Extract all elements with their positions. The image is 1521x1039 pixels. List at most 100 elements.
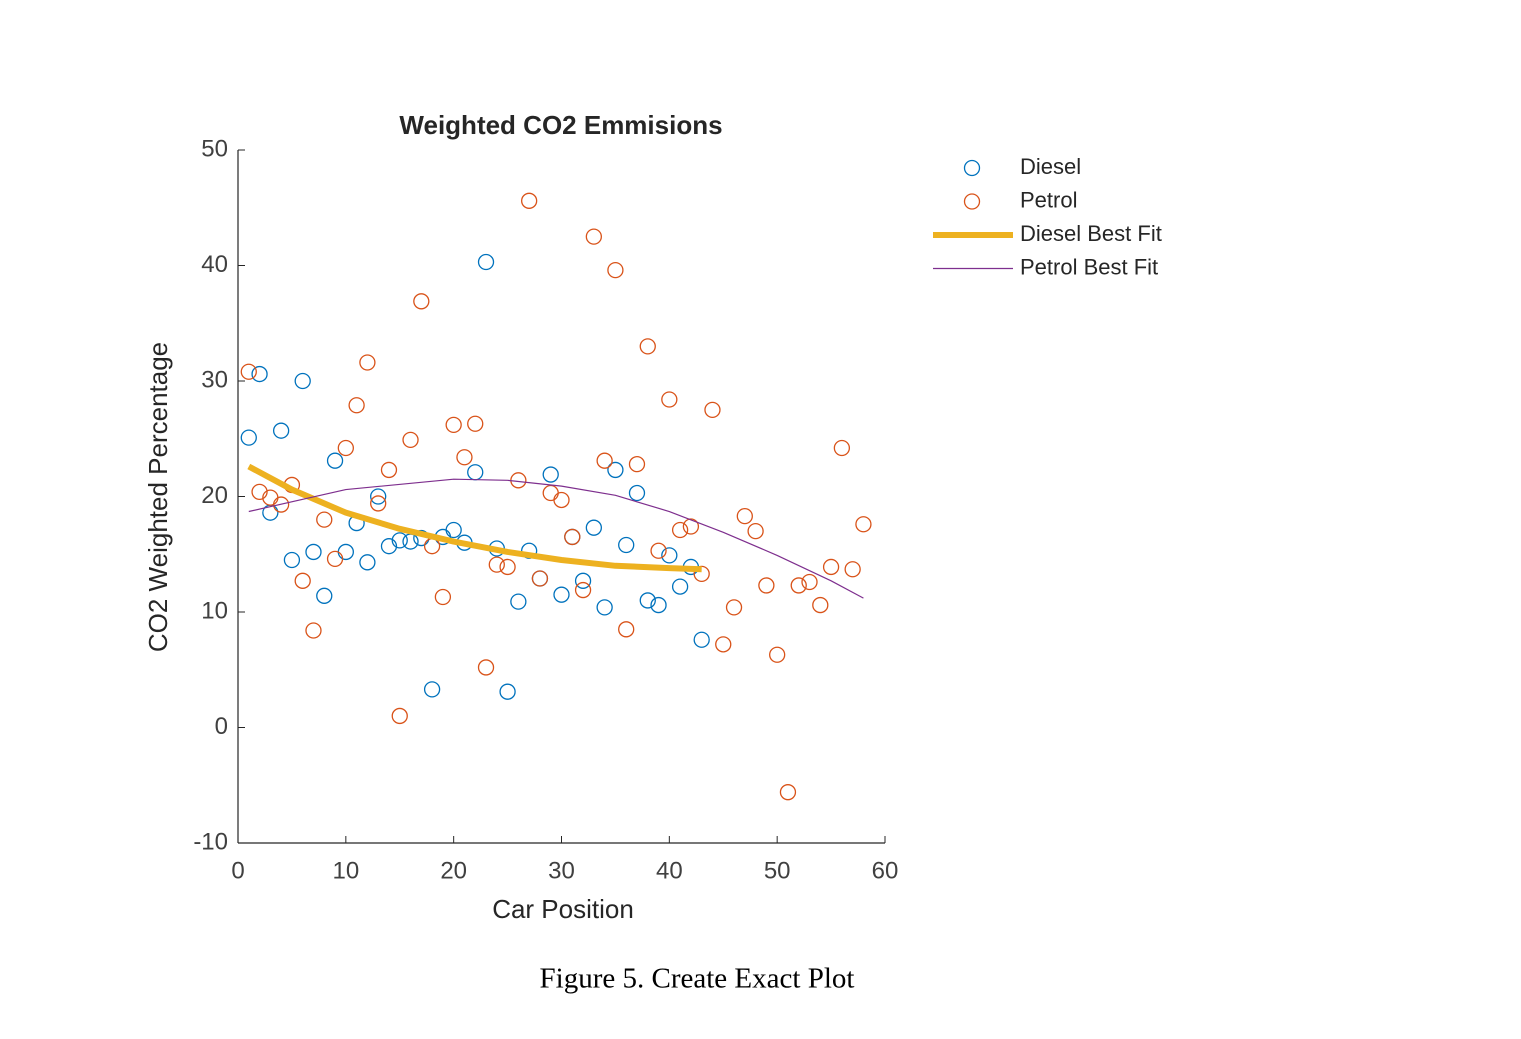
legend-label: Petrol xyxy=(1020,187,1077,212)
point xyxy=(585,228,602,245)
point xyxy=(499,558,516,576)
point xyxy=(326,452,344,469)
point xyxy=(553,491,570,509)
y-axis-label: CO2 Weighted Percentage xyxy=(143,342,173,652)
legend-marker xyxy=(963,193,981,210)
x-axis-label: Car Position xyxy=(492,894,634,924)
point xyxy=(790,577,807,594)
point xyxy=(359,354,376,371)
point xyxy=(574,572,592,589)
point xyxy=(747,523,764,540)
x-tick-label: 60 xyxy=(872,857,899,884)
point xyxy=(736,507,753,525)
caption: Figure 5. Create Exact Plot xyxy=(540,963,855,995)
point xyxy=(639,338,656,355)
point xyxy=(607,261,624,279)
x-tick-label: 50 xyxy=(764,857,791,884)
y-tick-label: 10 xyxy=(201,597,228,624)
x-tick-label: 20 xyxy=(440,857,467,884)
point xyxy=(337,439,354,457)
point xyxy=(283,551,301,569)
point xyxy=(812,596,829,614)
point xyxy=(542,466,559,483)
point xyxy=(272,422,290,439)
point xyxy=(294,372,311,390)
point xyxy=(596,599,613,616)
point xyxy=(564,528,581,546)
y-tick-label: 0 xyxy=(215,713,228,740)
point xyxy=(467,415,484,432)
point xyxy=(445,416,462,434)
point xyxy=(391,707,408,725)
point xyxy=(359,554,376,571)
point xyxy=(316,587,333,604)
legend-label: Petrol Best Fit xyxy=(1020,254,1158,279)
point xyxy=(715,636,732,653)
point xyxy=(574,581,592,599)
point xyxy=(671,521,689,539)
chart-title: Weighted CO2 Emmisions xyxy=(399,110,722,140)
point xyxy=(380,538,398,555)
point xyxy=(779,784,797,801)
point xyxy=(434,588,452,606)
point xyxy=(370,488,387,505)
point xyxy=(326,550,344,568)
point xyxy=(467,464,484,481)
point xyxy=(661,547,678,564)
point xyxy=(769,646,786,663)
legend-marker xyxy=(963,159,981,177)
x-tick-label: 30 xyxy=(548,857,575,884)
point xyxy=(822,558,840,576)
point xyxy=(413,293,430,310)
point xyxy=(661,391,678,408)
point xyxy=(639,592,656,609)
point xyxy=(758,577,775,594)
point xyxy=(855,516,872,533)
point xyxy=(521,192,538,209)
point xyxy=(618,536,635,554)
point xyxy=(240,363,257,380)
point xyxy=(305,622,322,639)
point xyxy=(801,573,818,591)
point xyxy=(531,570,549,587)
point xyxy=(628,484,646,502)
legend-label: Diesel Best Fit xyxy=(1020,221,1162,246)
point xyxy=(596,452,613,469)
point xyxy=(402,431,419,449)
point xyxy=(294,572,311,589)
point xyxy=(477,253,495,271)
point xyxy=(671,578,689,595)
point xyxy=(521,542,538,559)
point xyxy=(423,538,441,555)
point xyxy=(693,631,710,648)
point xyxy=(650,542,667,559)
y-tick-label: 20 xyxy=(201,482,228,509)
point xyxy=(456,449,473,466)
point xyxy=(833,439,851,457)
point xyxy=(844,561,861,578)
point xyxy=(423,681,441,698)
point xyxy=(391,532,408,549)
point xyxy=(628,456,646,473)
y-tick-label: 40 xyxy=(201,251,228,278)
point xyxy=(477,659,495,676)
legend-label: Diesel xyxy=(1020,154,1081,179)
point xyxy=(337,543,354,561)
y-tick-label: 30 xyxy=(201,366,228,393)
y-tick-label: -10 xyxy=(193,828,228,855)
point xyxy=(380,461,398,479)
point xyxy=(607,461,624,479)
point xyxy=(725,599,743,616)
fit-line xyxy=(248,478,864,599)
y-tick-label: 50 xyxy=(201,135,228,162)
point xyxy=(402,533,419,550)
x-tick-label: 10 xyxy=(332,857,359,884)
point xyxy=(510,593,527,610)
point xyxy=(553,586,570,603)
point xyxy=(240,429,257,446)
point xyxy=(488,556,505,573)
point xyxy=(650,596,667,614)
point xyxy=(370,495,387,512)
point xyxy=(704,401,721,419)
